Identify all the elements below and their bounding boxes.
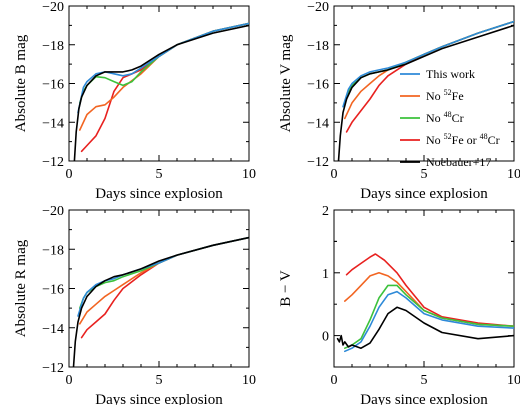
series-line-this_work [342,20,514,108]
panel-b-minus-v: 0 5 10 0 1 2 Days since explosion B − V [278,204,520,405]
x-axis-title: Days since explosion [360,392,488,405]
x-tick-label: 10 [507,167,520,182]
y-axis-title: Absolute V mag [278,34,294,132]
legend-text: Cr [452,111,464,125]
series-group [336,253,514,353]
series-line-this_work [344,290,514,353]
series-line-no_fe_or_cr [345,253,514,327]
y-tick-label: −20 [42,0,64,15]
series-line-no_cr [344,284,514,349]
y-axis-title: Absolute R mag [13,239,29,337]
y-tick-label: −12 [42,361,64,376]
legend-superscript: 48 [444,110,452,119]
series-group [73,22,249,161]
y-tick-label: 2 [322,204,329,219]
series-line-noebauer [337,24,514,161]
y-tick-label: −12 [42,155,64,170]
y-tick-label: 1 [322,267,329,282]
y-tick-label: −18 [42,39,64,54]
x-tick-label: 0 [66,373,73,388]
panel-r-band: 0 5 10 −12 −14 −16 −18 −20 Days since explosion A… [13,204,256,405]
legend-superscript: 52 [444,88,452,97]
y-tick-label: −20 [42,204,64,219]
y-tick-label: 0 [322,330,329,345]
legend-label-no_fe_or_cr: No 52Fe or 48Cr [426,132,500,147]
y-tick-label: −12 [307,155,329,170]
series-line-this_work [77,236,249,317]
x-tick-label: 5 [156,373,163,388]
x-tick-label: 5 [156,167,163,182]
x-tick-label: 5 [421,167,428,182]
series-line-no_cr [79,22,249,104]
y-tick-label: −16 [42,78,64,93]
y-axis-title: B − V [278,270,294,307]
legend-text: Cr [488,133,500,147]
panel-b-band: 0 5 10 −12 −14 −16 −18 −20 Days since explosion A… [13,0,256,202]
x-axis-title: Days since explosion [95,392,223,405]
plot-frame [68,209,250,368]
legend-label-no_cr: No 48Cr [426,110,464,125]
x-tick-label: 5 [421,373,428,388]
y-tick-label: −14 [307,116,329,131]
y-axis-title: Absolute B mag [13,34,29,132]
plot-frame [333,209,515,368]
series-group [72,236,249,367]
y-tick-label: −14 [42,116,64,131]
legend-label-noebauer: Noebauer+17 [426,155,491,169]
panel-v-band: 0 5 10 −12 −14 −16 −18 −20 Days since explosion A… [278,0,520,202]
x-tick-label: 10 [242,167,256,182]
series-line-noebauer [336,306,514,349]
series-line-noebauer [72,236,249,367]
legend-text: Fe [452,89,464,103]
series-group [337,20,514,161]
series-line-no_fe_or_cr [80,22,249,153]
x-tick-label: 10 [242,373,256,388]
x-tick-label: 10 [507,373,520,388]
y-tick-label: −18 [307,39,329,54]
legend-superscript: 52 [444,132,452,141]
series-line-noebauer [73,24,249,161]
series-line-this_work [77,22,249,114]
x-tick-label: 0 [331,373,338,388]
y-tick-label: −16 [307,78,329,93]
x-axis-title: Days since explosion [95,186,223,202]
y-tick-label: −20 [307,0,329,15]
y-tick-label: −16 [42,283,64,298]
y-tick-label: −14 [42,322,64,337]
legend-label-this_work: This work [426,67,475,81]
series-line-no_fe [79,22,249,131]
x-axis-title: Days since explosion [360,186,488,202]
series-line-no_fe_or_cr [80,236,249,339]
x-tick-label: 0 [331,167,338,182]
x-tick-label: 0 [66,167,73,182]
legend-text: No [426,89,444,103]
legend-text: No [426,133,444,147]
legend-superscript: 48 [480,132,488,141]
legend-text: No [426,111,444,125]
legend-label-no_fe: No 52Fe [426,88,464,103]
legend-text: Fe or [452,133,480,147]
y-tick-label: −18 [42,243,64,258]
series-line-no_cr [79,236,249,309]
